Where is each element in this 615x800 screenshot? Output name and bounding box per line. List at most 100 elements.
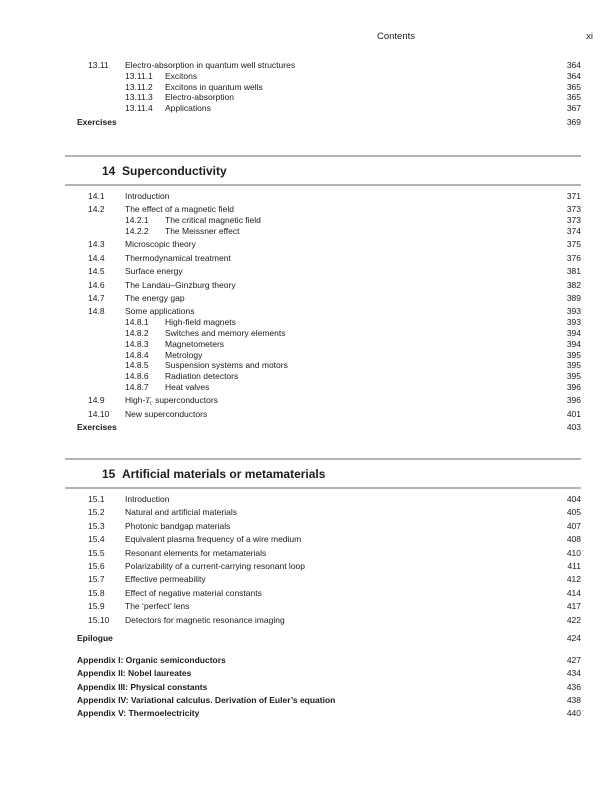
entry-title: Applications xyxy=(165,103,211,114)
entry-title: The energy gap xyxy=(125,292,185,303)
toc-section-block: Epilogue 424 Appendix I: Organic semicondu… xyxy=(65,633,581,719)
entry-title: Epilogue xyxy=(77,633,113,643)
entry-title: Introduction xyxy=(125,191,170,201)
entry-number: 15.3 xyxy=(88,520,105,531)
entry-page-number: 365 xyxy=(566,81,581,92)
toc-entry: 13.11 Electro-absorption in quantum well … xyxy=(65,60,581,71)
toc-entry: 14.7 The energy gap 389 xyxy=(65,293,581,304)
entry-number: 15.4 xyxy=(88,534,105,545)
entry-title: Natural and artificial materials xyxy=(125,507,237,518)
header-page-number: xi xyxy=(586,31,593,42)
toc-entry: 14.8.2 Switches and memory elements 394 xyxy=(65,328,581,339)
chapter-rule-bottom xyxy=(65,487,581,489)
entry-page-number: 373 xyxy=(566,215,581,226)
entry-title: Microscopic theory xyxy=(125,239,196,250)
entry-title: The Meissner effect xyxy=(165,225,240,236)
entry-number: 13.11.2 xyxy=(125,81,153,92)
toc-entry: 15.4 Equivalent plasma frequency of a wir… xyxy=(65,534,581,545)
toc-entry: Epilogue 424 xyxy=(65,633,581,644)
entry-page-number: 393 xyxy=(566,317,581,328)
entry-title: Appendix IV: Variational calculus. Deriv… xyxy=(77,694,336,705)
entry-title: Exercises xyxy=(77,422,117,433)
subscript-text: c xyxy=(150,400,153,407)
entry-page-number: 394 xyxy=(566,327,581,338)
toc-entry: Appendix II: Nobel laureates 434 xyxy=(65,668,581,679)
entry-title: Resonant elements for metamaterials xyxy=(125,547,267,558)
chapter-title: Superconductivity xyxy=(122,163,227,178)
entry-number: 14.3 xyxy=(88,239,105,250)
entry-rows: Epilogue 424 Appendix I: Organic semicondu… xyxy=(65,633,581,719)
toc-entry: 14.8.6 Radiation detectors 395 xyxy=(65,371,581,382)
entry-page-number: 389 xyxy=(566,292,581,303)
entry-title: Magnetometers xyxy=(165,338,225,349)
entry-title: Photonic bandgap materials xyxy=(125,520,231,531)
toc-entry: Exercises 403 xyxy=(65,422,581,433)
entry-number: 14.2.1 xyxy=(125,215,149,226)
toc-entry: 15.10 Detectors for magnetic resonance im… xyxy=(65,615,581,626)
entry-title: Appendix I: Organic semiconductors xyxy=(77,654,226,665)
entry-title: Suspension systems and motors xyxy=(165,360,288,371)
entry-title: Appendix II: Nobel laureates xyxy=(77,668,192,679)
chapter-rule-bottom xyxy=(65,184,581,186)
toc-entry: 14.8.7 Heat valves 396 xyxy=(65,382,581,393)
entry-title: Effective permeability xyxy=(125,574,206,585)
entry-number: 13.11.4 xyxy=(125,103,153,114)
entry-title: The critical magnetic field xyxy=(165,215,261,226)
toc-entry: 15.8 Effect of negative material constant… xyxy=(65,588,581,599)
entry-number: 15.5 xyxy=(88,547,105,558)
entry-number: 13.11 xyxy=(88,60,109,70)
toc-entry: 14.2.2 The Meissner effect 374 xyxy=(65,226,581,237)
entry-title: Effect of negative material constants xyxy=(125,587,262,598)
title-text: superconductors xyxy=(152,395,218,406)
toc-entry: 14.10 New superconductors 401 xyxy=(65,409,581,420)
toc-entry: Exercises 369 xyxy=(65,117,581,128)
entry-rows: 13.11 Electro-absorption in quantum well … xyxy=(65,60,581,127)
toc-entry: 15.5 Resonant elements for metamaterials 4… xyxy=(65,548,581,559)
entry-page-number: 365 xyxy=(566,92,581,103)
entry-number: 14.6 xyxy=(88,279,105,290)
entry-page-number: 417 xyxy=(566,601,581,612)
toc-entry: Appendix III: Physical constants 436 xyxy=(65,682,581,693)
entry-number: 14.10 xyxy=(88,408,110,419)
entry-title: High-field magnets xyxy=(165,317,236,328)
toc-entry: 15.6 Polarizability of a current-carrying… xyxy=(65,561,581,572)
chapter-number: 14 xyxy=(102,163,116,178)
entry-title: Introduction xyxy=(125,494,170,504)
entry-page-number: 434 xyxy=(566,668,581,679)
entry-number: 14.2 xyxy=(88,204,105,215)
entry-page-number: 364 xyxy=(566,60,581,70)
entry-page-number: 394 xyxy=(566,338,581,349)
entry-number: 15.10 xyxy=(88,614,110,625)
entry-title: Heat valves xyxy=(165,381,210,392)
toc-entry: 13.11.2 Excitons in quantum wells 365 xyxy=(65,82,581,93)
entry-title: Surface energy xyxy=(125,266,183,277)
entry-number: 15.6 xyxy=(88,560,105,571)
entry-page-number: 381 xyxy=(566,266,581,277)
entry-title: High-Tc superconductors xyxy=(125,395,553,409)
toc-entry: 14.1 Introduction 371 xyxy=(65,191,581,202)
entry-page-number: 364 xyxy=(566,70,581,81)
toc-entry: Appendix IV: Variational calculus. Deriv… xyxy=(65,695,581,706)
toc-entry: 15.2 Natural and artificial materials 405 xyxy=(65,507,581,518)
entry-number: 14.1 xyxy=(88,191,105,201)
entry-page-number: 411 xyxy=(567,560,581,571)
entry-number: 15.8 xyxy=(88,587,105,598)
entry-title: Excitons in quantum wells xyxy=(165,81,263,92)
toc-entry: 14.9 High-Tc superconductors 396 xyxy=(65,395,581,409)
entry-title: Radiation detectors xyxy=(165,371,239,382)
toc-entry: 15.1 Introduction 404 xyxy=(65,494,581,505)
entry-page-number: 395 xyxy=(566,371,581,382)
entry-page-number: 436 xyxy=(566,681,581,692)
toc-entry: 14.5 Surface energy 381 xyxy=(65,266,581,277)
toc-entry: 14.8.1 High-field magnets 393 xyxy=(65,317,581,328)
entry-rows: 14.1 Introduction 371 14.2 The effect of a m… xyxy=(65,186,581,433)
toc-entry: 14.8.5 Suspension systems and motors 395 xyxy=(65,360,581,371)
chapter-title: Artificial materials or metamaterials xyxy=(122,466,326,481)
entry-title: Appendix V: Thermoelectricity xyxy=(77,708,200,719)
entry-number: 14.4 xyxy=(88,252,105,263)
entry-number: 15.1 xyxy=(88,494,105,504)
toc-entry: 13.11.4 Applications 367 xyxy=(65,103,581,114)
entry-page-number: 424 xyxy=(566,633,581,643)
entry-page-number: 412 xyxy=(566,574,581,585)
